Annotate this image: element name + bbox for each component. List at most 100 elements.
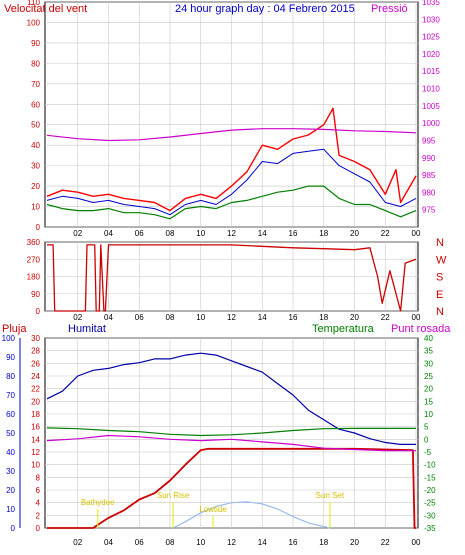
climate-series-line [46,427,416,437]
pressure-label: Pressió [371,3,408,15]
compass-tick-label: N [436,306,444,318]
direction-y-tick-label: 270 [27,255,41,264]
climate-panel-x-tick-label: 04 [104,538,113,547]
pressure-y-tick-label: 995 [422,136,436,145]
rain-y-tick-label: 28 [31,347,40,356]
wind-panel-x-tick-label: 18 [319,229,328,238]
temperature-y-tick-label: 5 [424,423,429,432]
event-label: Sun Rise [157,491,190,500]
direction-y-tick-label: 180 [27,273,41,282]
rain-y-tick-label: 16 [31,423,40,432]
pressure-y-tick-label: 985 [422,171,436,180]
rain-y-tick-label: 18 [31,410,40,419]
climate-series-line [47,447,416,529]
wind-y-tick-label: 80 [31,59,40,68]
wind-y-tick-label: 90 [31,39,40,48]
direction-series-line [47,244,417,312]
rain-y-tick-label: 0 [36,524,41,533]
climate-series-line [46,434,416,452]
humidity-y-tick-label: 50 [6,429,15,438]
compass-tick-label: W [436,254,447,266]
direction-panel-x-tick-label: 20 [350,313,359,322]
wind-series-line [46,148,417,216]
temperature-y-tick-label: 30 [424,359,433,368]
wind-panel-x-tick-label: 00 [412,229,421,238]
temperature-y-tick-label: -35 [424,524,436,533]
rain-y-tick-label: 8 [36,473,41,482]
climate-panel-x-tick-label: 06 [135,538,144,547]
humidity-y-tick-label: 30 [6,467,15,476]
climate-series-line [46,352,416,445]
wind-y-tick-label: 110 [27,0,40,7]
wind-panel-x-tick-label: 08 [166,229,175,238]
humidity-y-tick-label: 0 [11,524,16,533]
pressure-y-tick-label: 990 [422,154,436,163]
rain-label: Pluja [2,323,27,335]
wind-series-line [46,185,417,220]
pressure-y-tick-label: 1030 [422,15,440,24]
climate-panel-x-tick-label: 08 [166,538,175,547]
wind-panel-x-tick-label: 16 [289,229,298,238]
event-label: Sun Set [316,491,345,500]
wind-series-line [46,107,417,212]
rain-y-tick-label: 12 [31,448,40,457]
humidity-y-tick-label: 40 [6,448,15,457]
wind-y-tick-label: 100 [27,18,41,27]
direction-panel-x-tick-label: 14 [258,313,267,322]
direction-panel-x-tick-label: 10 [196,313,205,322]
temperature-y-tick-label: 25 [424,372,433,381]
pressure-y-tick-label: 1010 [422,85,440,94]
temperature-y-tick-label: -25 [424,499,436,508]
event-label: Bathydee [81,498,115,507]
climate-series-line [172,501,331,529]
wind-panel-x-tick-label: 04 [104,229,113,238]
rain-y-tick-label: 6 [36,486,41,495]
rain-y-tick-label: 20 [31,397,40,406]
temperature-y-tick-label: -30 [424,511,436,520]
direction-panel-x-tick-label: 06 [135,313,144,322]
compass-tick-label: E [436,289,443,301]
wind-y-tick-label: 0 [36,223,41,232]
climate-panel-x-tick-label: 14 [258,538,267,547]
rain-y-tick-label: 22 [31,385,40,394]
humidity-y-tick-label: 80 [6,372,15,381]
climate-panel-x-tick-label: 20 [350,538,359,547]
wind-panel-x-tick-label: 14 [258,229,267,238]
wind-y-tick-label: 50 [31,121,40,130]
wind-panel-x-tick-label: 22 [381,229,390,238]
climate-panel-x-tick-label: 16 [289,538,298,547]
wind-panel-x-tick-label: 06 [135,229,144,238]
wind-panel-x-tick-label: 20 [350,229,359,238]
pressure-y-tick-label: 1025 [422,33,440,42]
temperature-y-tick-label: 0 [424,435,429,444]
wind-panel-x-tick-label: 10 [196,229,205,238]
temperature-label: Temperatura [312,323,375,335]
wind-y-tick-label: 60 [31,100,40,109]
temperature-y-tick-label: 35 [424,347,433,356]
climate-panel-x-tick-label: 12 [227,538,236,547]
temperature-y-tick-label: 15 [424,397,433,406]
climate-panel-x-tick-label: 10 [196,538,205,547]
pressure-y-tick-label: 1005 [422,102,440,111]
wind-y-tick-label: 20 [31,182,40,191]
climate-panel-x-tick-label: 00 [412,538,421,547]
humidity-y-tick-label: 70 [6,391,15,400]
rain-y-tick-label: 2 [36,511,41,520]
rain-y-tick-label: 10 [31,461,40,470]
temperature-y-tick-label: -10 [424,461,436,470]
climate-panel-x-tick-label: 02 [73,538,82,547]
rain-y-tick-label: 30 [31,334,40,343]
direction-y-tick-label: 360 [27,238,41,247]
humidity-y-tick-label: 60 [6,410,15,419]
wind-panel-x-tick-label: 02 [73,229,82,238]
rain-y-tick-label: 26 [31,359,40,368]
rain-y-tick-label: 4 [36,499,41,508]
direction-y-tick-label: 90 [31,290,40,299]
temperature-y-tick-label: -20 [424,486,436,495]
temperature-y-tick-label: 20 [424,385,433,394]
climate-panel-x-tick-label: 18 [319,538,328,547]
humidity-y-tick-label: 100 [2,334,16,343]
direction-panel-x-tick-label: 18 [319,313,328,322]
wind-panel-x-tick-label: 12 [227,229,236,238]
